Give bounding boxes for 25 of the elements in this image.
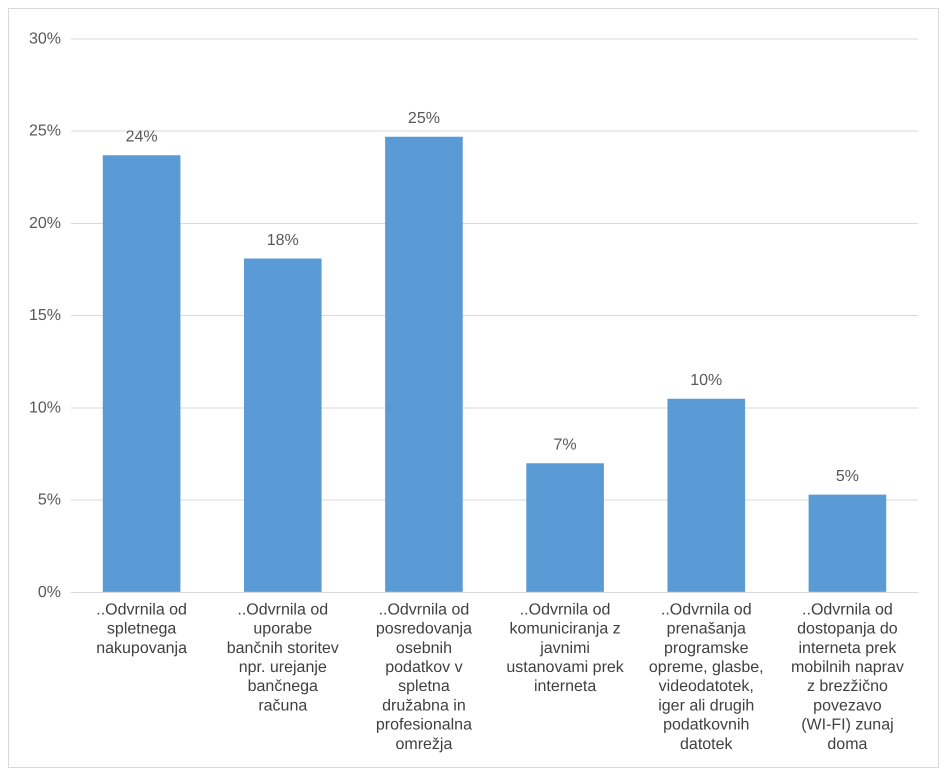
bar [385, 136, 463, 592]
y-tick-label: 10% [28, 399, 62, 416]
bar [244, 258, 322, 592]
x-tick-label: ..Odvrnila od uporabe bančnih storitev npr. urejanje bančnega računa [226, 601, 339, 714]
data-label: 24% [126, 128, 158, 146]
bar [808, 494, 886, 592]
x-tick-label: ..Odvrnila od posredovanja osebnih podatkov v spletna družabna in profesionalna omrežja [376, 601, 472, 753]
x-tick-label: ..Odvrnila od spletnega nakupovanja [96, 601, 188, 657]
y-tick-label: 30% [28, 30, 62, 48]
y-tick-label: 20% [28, 214, 62, 232]
bar [102, 155, 180, 592]
data-label: 5% [836, 468, 859, 486]
y-tick-label: 25% [28, 122, 62, 140]
y-tick-label: 0% [38, 584, 62, 601]
x-tick-label: ..Odvrnila od prenašanja programske opreme, glasbe, videodatotek, iger ali drugih podatkovnih datotek [648, 601, 764, 753]
x-tick-label: ..Odvrnila od dostopanja do interneta prek mobilnih naprav z brezžično povezavo (WI-FI) zunaj doma [790, 601, 904, 753]
data-label: 7% [554, 436, 577, 454]
data-label: 25% [408, 110, 440, 128]
x-tick-label: ..Odvrnila od komuniciranja z javnimi ustanovami prek interneta [506, 601, 625, 696]
y-tick-label: 15% [28, 307, 62, 324]
data-label: 18% [266, 232, 299, 249]
bar [667, 398, 746, 592]
y-tick-label: 5% [38, 492, 62, 509]
bar [526, 463, 604, 592]
data-label: 10% [690, 372, 722, 390]
